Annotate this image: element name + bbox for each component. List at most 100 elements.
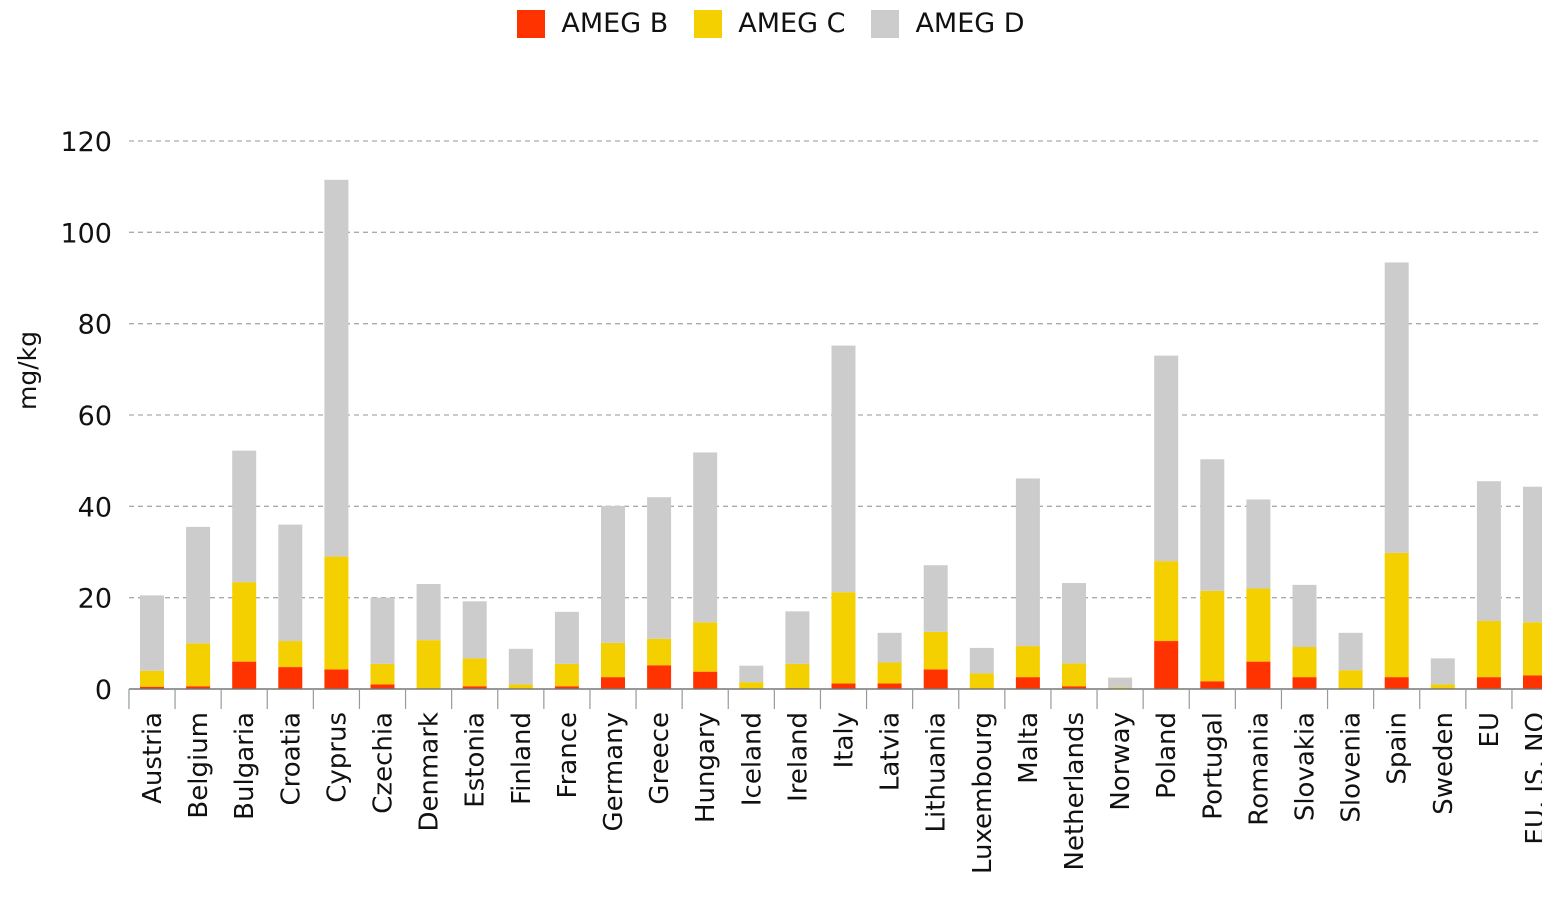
bar-segment-ameg-d [1015, 478, 1040, 647]
y-tick-label: 100 [60, 218, 112, 249]
bar-segment-ameg-b [1015, 677, 1040, 689]
bar-segment-ameg-c [140, 670, 164, 687]
bar-segment-ameg-d [278, 524, 303, 642]
bar-segment-ameg-c [1062, 663, 1086, 687]
x-tick-label: Latvia [876, 712, 906, 791]
x-tick-label: Slovenia [1337, 712, 1367, 823]
bar-segment-ameg-c [554, 663, 579, 687]
bar-segment-ameg-c [601, 642, 625, 678]
bar-segment-ameg-c [1476, 620, 1501, 678]
bar-segment-ameg-c [416, 640, 441, 689]
bar-segment-ameg-c [1015, 646, 1040, 678]
bar-segment-ameg-b [877, 683, 902, 689]
bar-segment-ameg-b [370, 684, 395, 689]
bar-segment-ameg-d [416, 583, 441, 641]
bar-segment-ameg-b [1384, 677, 1409, 689]
x-tick-label: Lithuania [922, 712, 952, 832]
bar-segment-ameg-d [186, 526, 211, 644]
bar-segment-ameg-b [1523, 675, 1542, 689]
bar-segment-ameg-c [1200, 590, 1225, 682]
legend-swatch-ameg-c [694, 9, 723, 38]
x-tick-label: Norway [1106, 712, 1136, 811]
bar-segment-ameg-c [969, 673, 994, 689]
y-tick-label: 20 [78, 584, 112, 615]
y-tick-label: 60 [78, 401, 112, 432]
bar-segment-ameg-c [693, 622, 718, 672]
bar-segment-ameg-c [1338, 670, 1363, 689]
bar-segment-ameg-d [554, 611, 579, 664]
bar-segment-ameg-c [1523, 622, 1542, 676]
legend-item-ameg-c: AMEG C [694, 8, 845, 39]
bar-segment-ameg-c [739, 682, 764, 689]
x-tick-label: France [553, 712, 583, 798]
x-tick-label: Hungary [691, 712, 721, 823]
x-tick-label: EU [1475, 712, 1505, 747]
bar-segment-ameg-d [831, 345, 856, 593]
bar-segment-ameg-c [785, 663, 810, 689]
bar-segment-ameg-d [1384, 262, 1409, 553]
x-tick-label: Portugal [1198, 712, 1228, 820]
bar-segment-ameg-d [601, 505, 625, 643]
bar-segment-ameg-d [693, 452, 718, 623]
bar-segment-ameg-b [1246, 661, 1271, 689]
bar-segment-ameg-d [647, 497, 672, 639]
bar-segment-ameg-b [140, 686, 164, 689]
bar-segment-ameg-d [969, 647, 994, 674]
bar-segment-ameg-c [232, 582, 257, 662]
x-tick-label: Sweden [1429, 712, 1459, 815]
x-tick-label: Finland [507, 712, 537, 805]
x-tick-label: Romania [1244, 712, 1274, 826]
bar-segment-ameg-b [923, 669, 948, 689]
bar-segment-ameg-d [140, 595, 164, 671]
x-tick-label: Croatia [276, 712, 306, 805]
bar-segment-ameg-c [186, 643, 211, 687]
bar-segment-ameg-c [324, 556, 349, 670]
bar-segment-ameg-d [785, 611, 810, 664]
x-tick-label: Ireland [783, 712, 813, 802]
bar-segment-ameg-d [739, 665, 764, 683]
bar-segment-ameg-c [831, 592, 856, 684]
bar-segment-ameg-d [1108, 677, 1133, 688]
bar-segment-ameg-b [278, 667, 303, 689]
bar-segment-ameg-c [1292, 646, 1317, 678]
x-tick-label: Austria [138, 712, 168, 804]
x-tick-label: Belgium [184, 712, 214, 819]
legend-item-ameg-b: AMEG B [517, 8, 668, 39]
x-tick-label: Estonia [461, 712, 491, 808]
bar-segment-ameg-b [462, 686, 487, 689]
bar-segment-ameg-c [647, 638, 672, 666]
legend-item-ameg-d: AMEG D [871, 8, 1025, 39]
bar-segment-ameg-c [462, 658, 487, 687]
x-tick-label: Germany [599, 712, 629, 832]
bar-segment-ameg-d [1062, 583, 1086, 664]
bar-segment-ameg-d [370, 597, 395, 664]
bar-segment-ameg-c [877, 662, 902, 684]
x-tick-label: EU, IS, NO [1521, 712, 1542, 845]
bar-segment-ameg-b [1476, 677, 1501, 689]
bar-segment-ameg-c [508, 684, 533, 689]
bar-segment-ameg-b [647, 665, 672, 689]
bar-segment-ameg-b [1062, 686, 1086, 689]
bar-segment-ameg-b [186, 686, 211, 689]
bar-segment-ameg-d [324, 179, 349, 557]
x-tick-label: Spain [1383, 712, 1413, 785]
legend: AMEG B AMEG C AMEG D [0, 8, 1542, 39]
bar-segment-ameg-d [1292, 584, 1317, 647]
bar-segment-ameg-d [508, 648, 533, 685]
x-tick-label: Czechia [369, 712, 399, 814]
bar-segment-ameg-c [923, 631, 948, 670]
bar-segment-ameg-c [1108, 687, 1133, 689]
bar-segment-ameg-d [1430, 658, 1455, 685]
bar-segment-ameg-d [1200, 459, 1225, 591]
x-tick-label: Slovakia [1291, 712, 1321, 821]
bar-segment-ameg-d [923, 565, 948, 632]
bar-segment-ameg-c [1154, 561, 1179, 642]
x-tick-label: Luxembourg [968, 712, 998, 874]
x-tick-label: Malta [1014, 712, 1044, 784]
x-tick-label: Denmark [415, 712, 445, 832]
legend-swatch-ameg-b [517, 9, 546, 38]
bar-segment-ameg-c [1384, 552, 1409, 678]
bar-segment-ameg-d [1338, 632, 1363, 671]
y-tick-label: 120 [60, 127, 112, 158]
